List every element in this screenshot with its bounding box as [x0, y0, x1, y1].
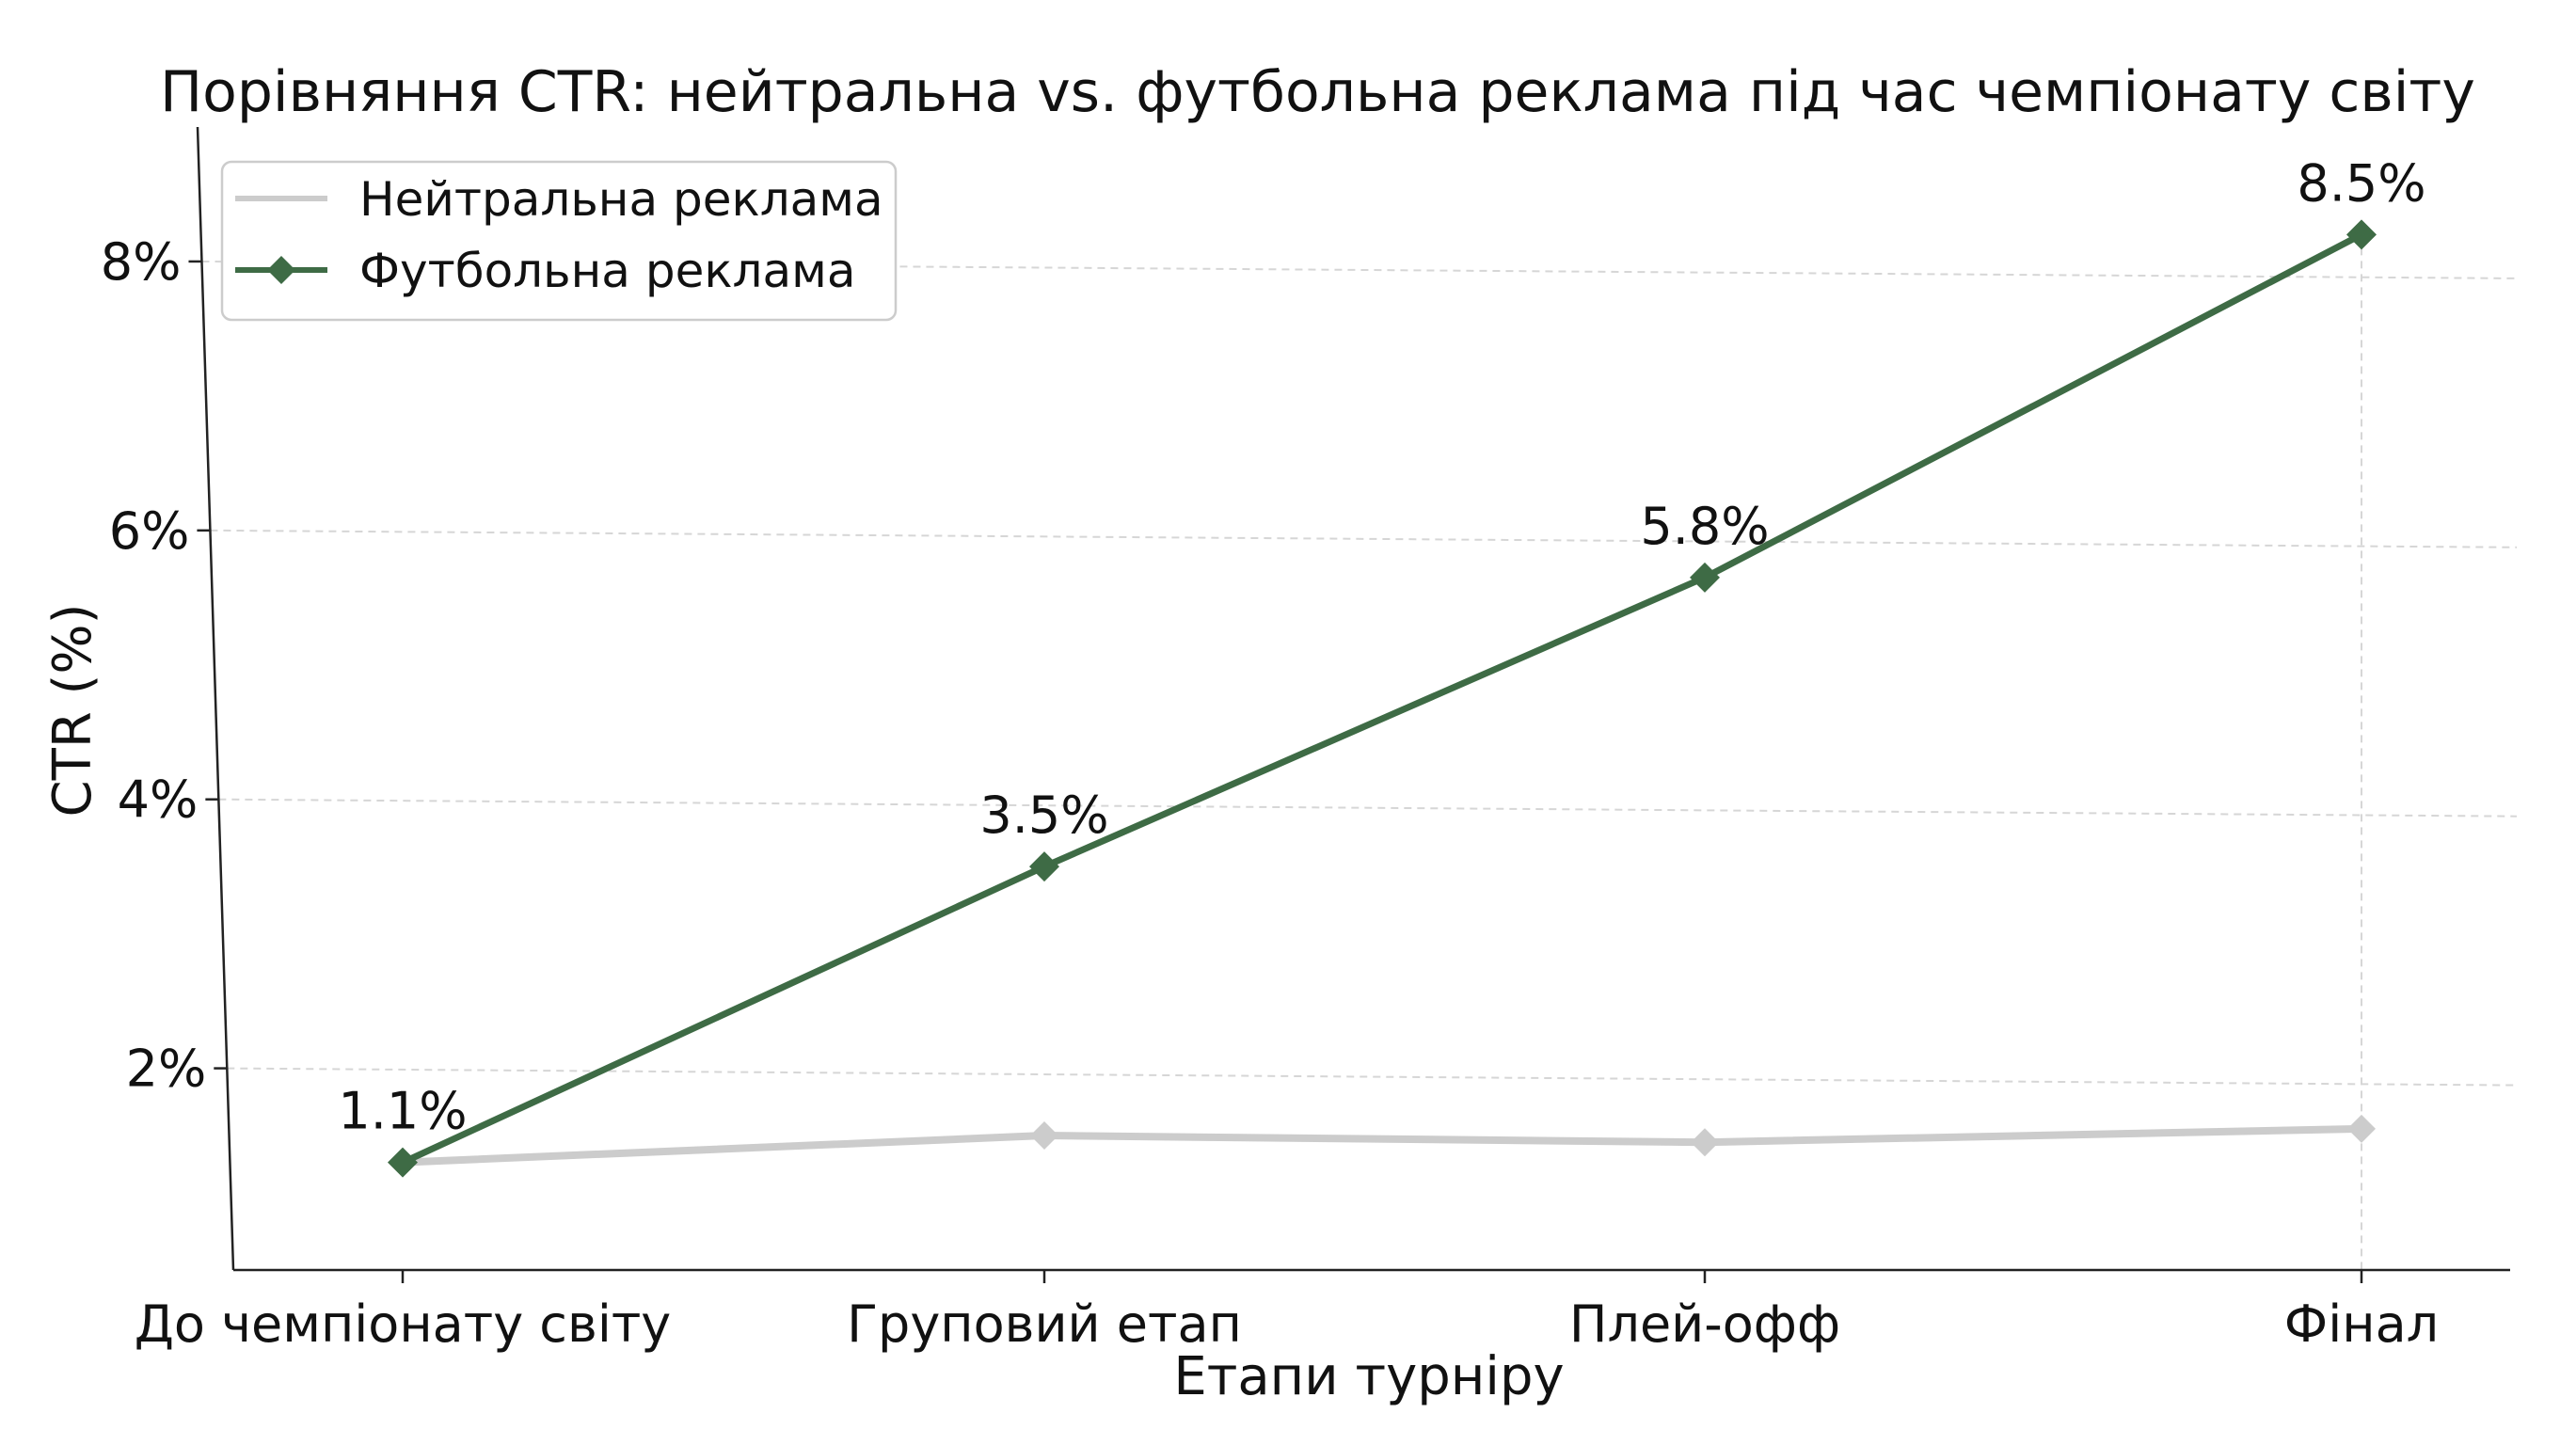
data-point [1030, 1121, 1058, 1151]
axis-ticks: 2% 4% 6% 8% До чемпіонату світу Груповий етап… [101, 232, 2439, 1354]
data-point [388, 1147, 418, 1178]
data-label: 5.8% [1640, 497, 1769, 556]
chart-title: Порівняння CTR: нейтральна vs. футбольна… [160, 59, 2475, 125]
legend: Нейтральна реклама Футбольна реклама [220, 160, 898, 322]
legend-item-football: Футбольна реклама [235, 244, 856, 298]
series-line [399, 1124, 2365, 1167]
x-tick-label: Фінал [2284, 1294, 2439, 1354]
y-grid-line [210, 529, 2518, 548]
data-labels: 1.1% 3.5% 5.8% 8.5% [338, 153, 2425, 1140]
data-point [2347, 1114, 2376, 1143]
y-tick-label: 8% [101, 232, 182, 292]
x-tick-label: До чемпіонату світу [135, 1294, 672, 1354]
y-tick-label: 2% [126, 1040, 207, 1099]
data-label: 1.1% [338, 1082, 467, 1141]
y-tick-label: 6% [109, 501, 190, 561]
legend-label-football: Футбольна реклама [359, 244, 856, 298]
x-tick-label: Плей-офф [1569, 1294, 1840, 1354]
y-axis-label: CTR (%) [42, 604, 103, 818]
data-point [1690, 562, 1720, 593]
series-line [399, 230, 2365, 1167]
data-label: 3.5% [979, 786, 1108, 845]
data-label: 8.5% [2297, 153, 2425, 213]
data-point [2346, 219, 2377, 250]
grid-lines [201, 234, 2518, 1270]
data-point [1691, 1128, 1719, 1157]
legend-box [220, 160, 898, 322]
legend-label-neutral: Нейтральна реклама [359, 172, 883, 227]
y-axis-line [196, 126, 235, 1271]
x-tick-label: Груповий етап [847, 1294, 1242, 1354]
y-grid-line [218, 798, 2518, 818]
axes [196, 126, 2510, 1272]
legend-marker-football [267, 256, 295, 284]
legend-item-neutral: Нейтральна реклама [235, 172, 883, 227]
data-point [1029, 851, 1059, 882]
x-axis-label: Етапи турніру [1173, 1346, 1564, 1407]
series [388, 219, 2377, 1178]
y-tick-label: 4% [118, 770, 199, 830]
